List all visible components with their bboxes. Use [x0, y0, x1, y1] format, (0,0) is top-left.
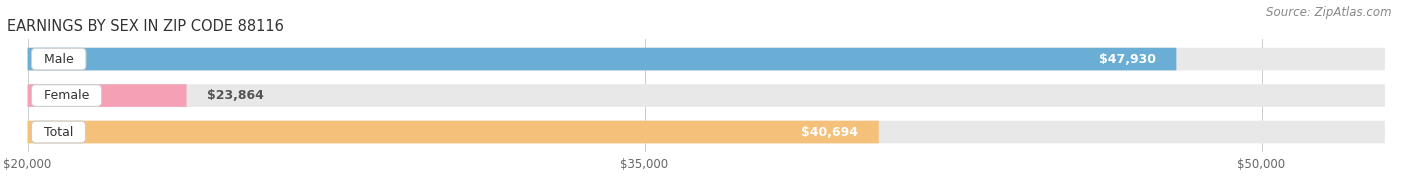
Text: Female: Female	[35, 89, 97, 102]
FancyBboxPatch shape	[28, 121, 879, 143]
Text: Male: Male	[35, 53, 82, 66]
FancyBboxPatch shape	[28, 48, 1177, 70]
FancyBboxPatch shape	[28, 121, 1385, 143]
Text: Total: Total	[35, 126, 82, 138]
Text: $40,694: $40,694	[801, 126, 858, 138]
Text: Source: ZipAtlas.com: Source: ZipAtlas.com	[1267, 6, 1392, 19]
Text: $23,864: $23,864	[207, 89, 264, 102]
FancyBboxPatch shape	[28, 84, 187, 107]
Text: EARNINGS BY SEX IN ZIP CODE 88116: EARNINGS BY SEX IN ZIP CODE 88116	[7, 19, 284, 34]
Text: $47,930: $47,930	[1099, 53, 1156, 66]
FancyBboxPatch shape	[28, 48, 1385, 70]
FancyBboxPatch shape	[28, 84, 1385, 107]
